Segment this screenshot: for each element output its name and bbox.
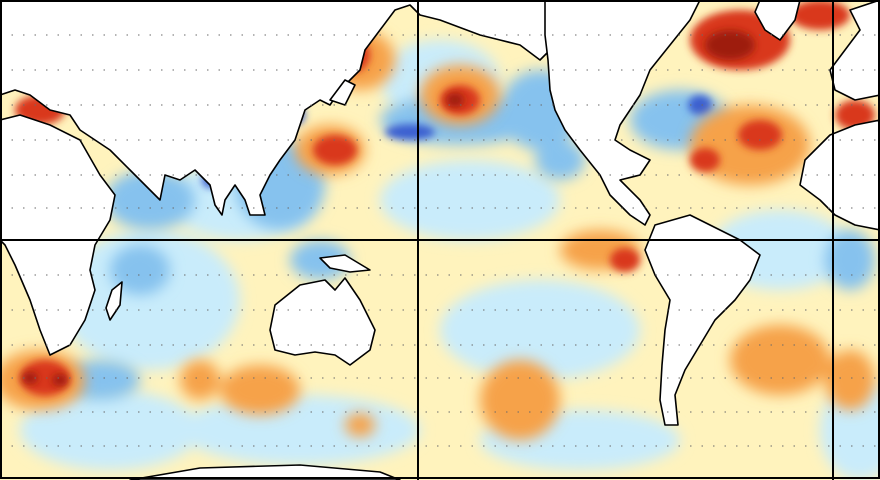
madagascar bbox=[105, 281, 123, 321]
australia bbox=[269, 277, 376, 366]
antarctic-edge bbox=[129, 464, 401, 480]
new-guinea bbox=[319, 254, 371, 273]
extreme-warm-areas bbox=[22, 30, 755, 386]
europe-east-atlantic bbox=[829, 0, 880, 101]
japan bbox=[329, 79, 356, 106]
africa bbox=[0, 114, 116, 356]
south-america bbox=[644, 214, 761, 426]
eurasia bbox=[0, 0, 611, 216]
north-america bbox=[544, 0, 701, 226]
greenland bbox=[754, 0, 801, 41]
